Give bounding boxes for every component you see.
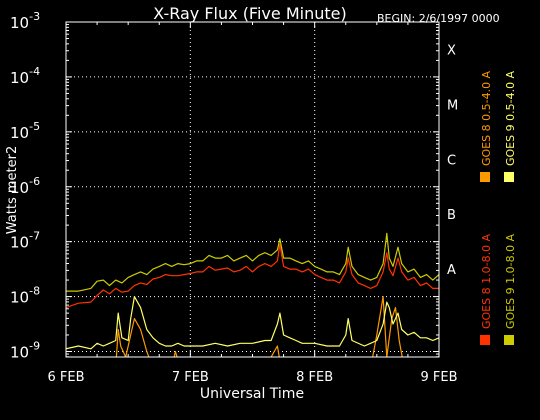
begin-date-label: BEGIN: 2/6/1997 0000 bbox=[377, 12, 500, 25]
y-tick-label: 10-5 bbox=[10, 120, 40, 142]
flare-class-A: A bbox=[447, 263, 456, 278]
x-tick-label: 7 FEB bbox=[172, 370, 209, 385]
legend-swatch-2 bbox=[480, 172, 490, 182]
chart-title: X-Ray Flux (Five Minute) bbox=[153, 4, 346, 23]
x-tick-label: 6 FEB bbox=[47, 370, 84, 385]
flare-class-labels: X M C B A bbox=[447, 43, 458, 278]
flare-class-B: B bbox=[447, 208, 456, 223]
series-line-3 bbox=[66, 232, 439, 292]
flare-class-M: M bbox=[447, 98, 458, 113]
y-tick-label: 10-4 bbox=[10, 65, 40, 87]
flare-class-X: X bbox=[447, 43, 456, 58]
legend-label-3: GOES 9 1.0-8.0 A bbox=[504, 233, 517, 329]
series-line-1 bbox=[66, 243, 439, 309]
flare-class-C: C bbox=[447, 153, 456, 168]
y-tick-label: 10-6 bbox=[10, 175, 40, 197]
series-group bbox=[66, 232, 439, 357]
legend-label-2: GOES 8 0.5-4.0 A bbox=[480, 70, 493, 166]
y-axis: 10-3 10-4 10-5 10-6 10-7 10-8 10-9 bbox=[10, 10, 439, 362]
y-tick-label: 10-3 bbox=[10, 10, 40, 32]
x-axis-label: Universal Time bbox=[200, 386, 304, 402]
legend-label-4: GOES 9 0.5-4.0 A bbox=[504, 70, 517, 166]
legend-swatch-3 bbox=[504, 335, 514, 345]
legend-label-1: GOES 8 1.0-8.0 A bbox=[480, 233, 493, 329]
legend: GOES 8 1.0-8.0 A GOES 8 0.5-4.0 A GOES 9 1… bbox=[480, 70, 517, 345]
x-tick-label: 9 FEB bbox=[420, 370, 457, 385]
series-line-4 bbox=[66, 296, 439, 350]
legend-swatch-1 bbox=[480, 335, 490, 345]
y-tick-label: 10-9 bbox=[10, 340, 40, 362]
x-axis: 6 FEB 7 FEB 8 FEB 9 FEB bbox=[47, 22, 458, 385]
y-tick-label: 10-8 bbox=[10, 285, 40, 307]
y-axis-label: Watts meter2 bbox=[5, 146, 20, 234]
y-tick-label: 10-7 bbox=[10, 230, 40, 252]
legend-swatch-4 bbox=[504, 172, 514, 182]
x-tick-label: 8 FEB bbox=[296, 370, 333, 385]
